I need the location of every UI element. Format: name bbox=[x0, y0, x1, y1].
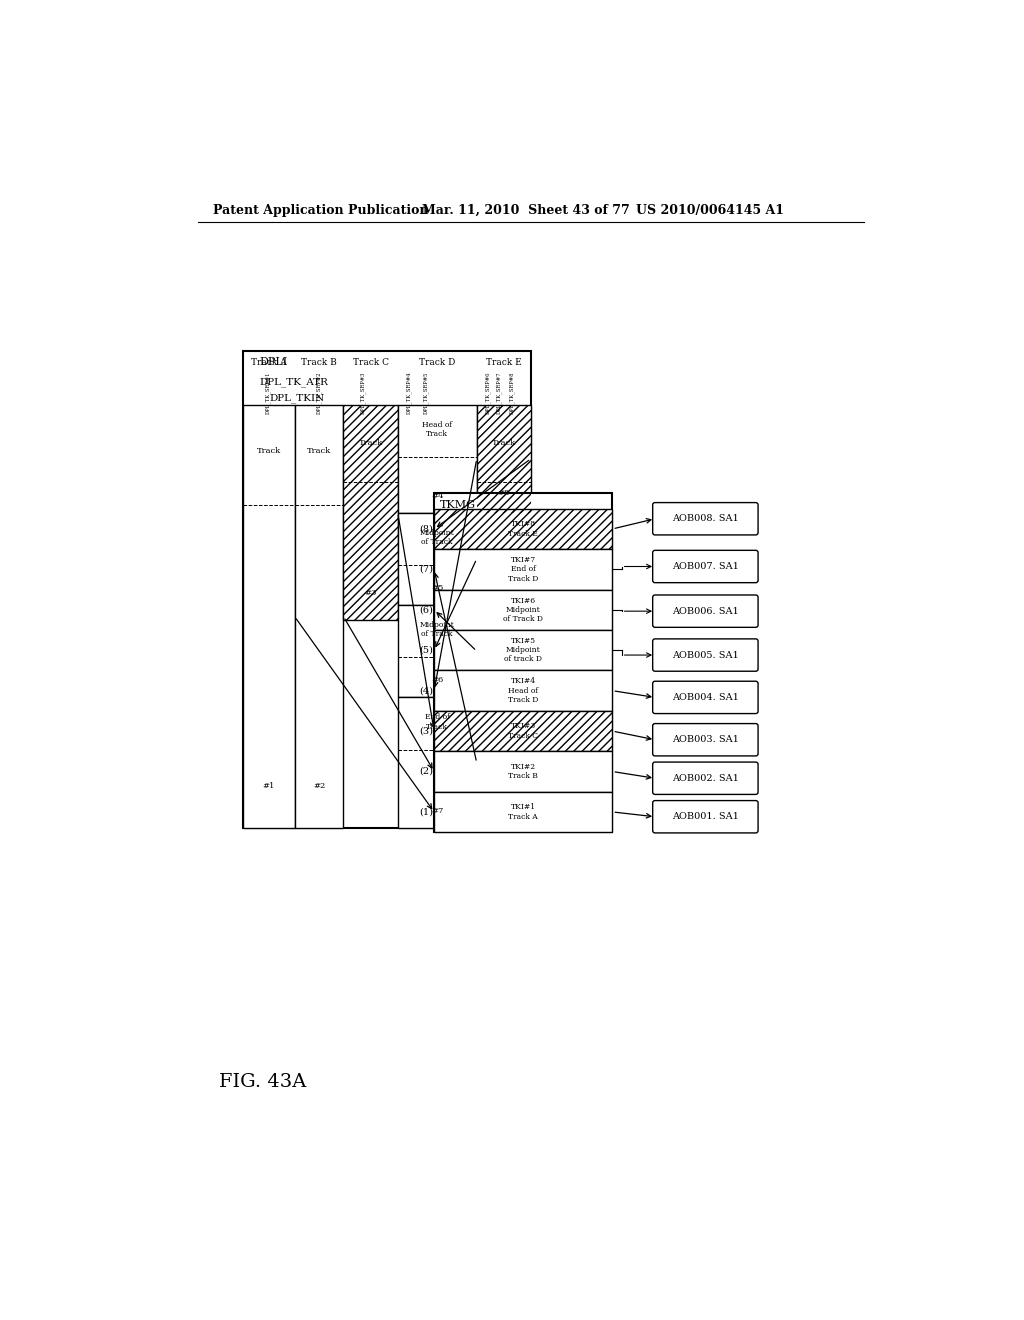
Text: #1: #1 bbox=[262, 781, 274, 789]
Text: (1): (1) bbox=[420, 808, 433, 817]
Bar bbox=[397, 512, 477, 605]
Bar bbox=[477, 405, 531, 512]
Text: (8): (8) bbox=[420, 524, 433, 533]
Text: Patent Application Publication: Patent Application Publication bbox=[213, 205, 429, 218]
Text: DPL_TK_SRP#1: DPL_TK_SRP#1 bbox=[265, 372, 271, 414]
Text: #5: #5 bbox=[431, 583, 443, 593]
Bar bbox=[434, 630, 612, 671]
Text: AOB008. SA1: AOB008. SA1 bbox=[672, 515, 738, 523]
Text: (4): (4) bbox=[420, 686, 433, 696]
Text: AOB004. SA1: AOB004. SA1 bbox=[672, 693, 738, 702]
Text: Track B: Track B bbox=[301, 358, 337, 367]
Bar bbox=[434, 590, 612, 630]
Text: US 2010/0064145 A1: US 2010/0064145 A1 bbox=[636, 205, 783, 218]
Text: TKI#2
Track B: TKI#2 Track B bbox=[508, 763, 539, 780]
Text: Midpoint
of Track: Midpoint of Track bbox=[420, 528, 455, 546]
FancyBboxPatch shape bbox=[652, 503, 758, 535]
FancyBboxPatch shape bbox=[652, 595, 758, 627]
FancyBboxPatch shape bbox=[652, 762, 758, 795]
FancyBboxPatch shape bbox=[652, 550, 758, 582]
Text: TKI#6
Midpoint
of Track D: TKI#6 Midpoint of Track D bbox=[503, 597, 544, 623]
FancyBboxPatch shape bbox=[652, 800, 758, 833]
Bar bbox=[434, 549, 612, 590]
Text: TKI#5
Midpoint
of track D: TKI#5 Midpoint of track D bbox=[504, 638, 543, 664]
Text: Track: Track bbox=[358, 440, 383, 447]
Bar bbox=[343, 405, 397, 620]
Bar bbox=[434, 792, 612, 832]
Text: TKI#3
Track C: TKI#3 Track C bbox=[508, 722, 539, 739]
Text: Mar. 11, 2010  Sheet 43 of 77: Mar. 11, 2010 Sheet 43 of 77 bbox=[423, 205, 630, 218]
Text: (5): (5) bbox=[420, 645, 433, 655]
Text: (3): (3) bbox=[420, 726, 433, 735]
Bar bbox=[434, 494, 612, 832]
Bar bbox=[295, 405, 343, 829]
Text: DPL_TK_SRP#7: DPL_TK_SRP#7 bbox=[496, 372, 502, 414]
Text: DPLI: DPLI bbox=[260, 358, 288, 367]
Text: DPL_TK_SRP#5: DPL_TK_SRP#5 bbox=[423, 372, 428, 414]
Text: Midpoint
of Track: Midpoint of Track bbox=[420, 620, 455, 639]
Text: Track C: Track C bbox=[352, 358, 388, 367]
Text: TKI#1
Track A: TKI#1 Track A bbox=[508, 804, 539, 821]
Text: End of
Track: End of Track bbox=[425, 713, 450, 731]
Text: TKI#8
Track E: TKI#8 Track E bbox=[508, 520, 539, 537]
Text: (7): (7) bbox=[420, 565, 433, 574]
Text: Track: Track bbox=[307, 447, 331, 455]
Text: #6: #6 bbox=[431, 676, 443, 685]
Text: DPL_TK_SRP#2: DPL_TK_SRP#2 bbox=[315, 372, 322, 414]
Text: #2: #2 bbox=[313, 781, 326, 789]
Text: Track: Track bbox=[257, 447, 281, 455]
Text: DPL_TK_SRP#8: DPL_TK_SRP#8 bbox=[510, 372, 515, 414]
Text: #7: #7 bbox=[431, 808, 443, 816]
Text: FIG. 43A: FIG. 43A bbox=[219, 1073, 307, 1092]
Bar bbox=[243, 405, 295, 829]
Text: DPL_TK_ATR: DPL_TK_ATR bbox=[260, 376, 329, 387]
Bar bbox=[434, 711, 612, 751]
Bar bbox=[397, 697, 477, 829]
Text: TKI#4
Head of
Track D: TKI#4 Head of Track D bbox=[508, 677, 539, 704]
Bar bbox=[434, 711, 612, 751]
Text: AOB002. SA1: AOB002. SA1 bbox=[672, 774, 738, 783]
Text: AOB007. SA1: AOB007. SA1 bbox=[672, 562, 738, 572]
Text: #8: #8 bbox=[498, 490, 510, 498]
Bar bbox=[343, 405, 397, 620]
Text: #3: #3 bbox=[365, 590, 377, 598]
Bar bbox=[434, 751, 612, 792]
Text: TKMG: TKMG bbox=[440, 500, 476, 510]
FancyBboxPatch shape bbox=[652, 681, 758, 714]
Text: Track: Track bbox=[492, 440, 516, 447]
Text: Head of
Track: Head of Track bbox=[422, 421, 453, 438]
Bar bbox=[434, 508, 612, 549]
Text: DPL_TK_SRP#4: DPL_TK_SRP#4 bbox=[406, 372, 412, 414]
Text: #4: #4 bbox=[431, 491, 443, 500]
Bar bbox=[397, 605, 477, 697]
Bar bbox=[397, 405, 477, 512]
Text: AOB006. SA1: AOB006. SA1 bbox=[672, 607, 738, 615]
Text: TKI#7
End of
Track D: TKI#7 End of Track D bbox=[508, 556, 539, 582]
Text: Track A: Track A bbox=[251, 358, 287, 367]
Text: AOB003. SA1: AOB003. SA1 bbox=[672, 735, 738, 744]
Bar bbox=[243, 351, 531, 829]
Text: DPL_TK_SRP#6: DPL_TK_SRP#6 bbox=[484, 372, 490, 414]
Text: AOB005. SA1: AOB005. SA1 bbox=[672, 651, 738, 660]
Bar bbox=[434, 508, 612, 549]
Text: (2): (2) bbox=[420, 767, 433, 776]
FancyBboxPatch shape bbox=[652, 723, 758, 756]
Bar bbox=[477, 405, 531, 512]
Text: Track E: Track E bbox=[486, 358, 522, 367]
FancyBboxPatch shape bbox=[652, 639, 758, 671]
Text: DPL_TKIN: DPL_TKIN bbox=[270, 393, 325, 404]
Text: AOB001. SA1: AOB001. SA1 bbox=[672, 812, 738, 821]
Text: Track D: Track D bbox=[419, 358, 456, 367]
Text: (6): (6) bbox=[420, 606, 433, 614]
Text: DPL_TK_SRP#3: DPL_TK_SRP#3 bbox=[360, 372, 366, 414]
Bar bbox=[434, 671, 612, 711]
